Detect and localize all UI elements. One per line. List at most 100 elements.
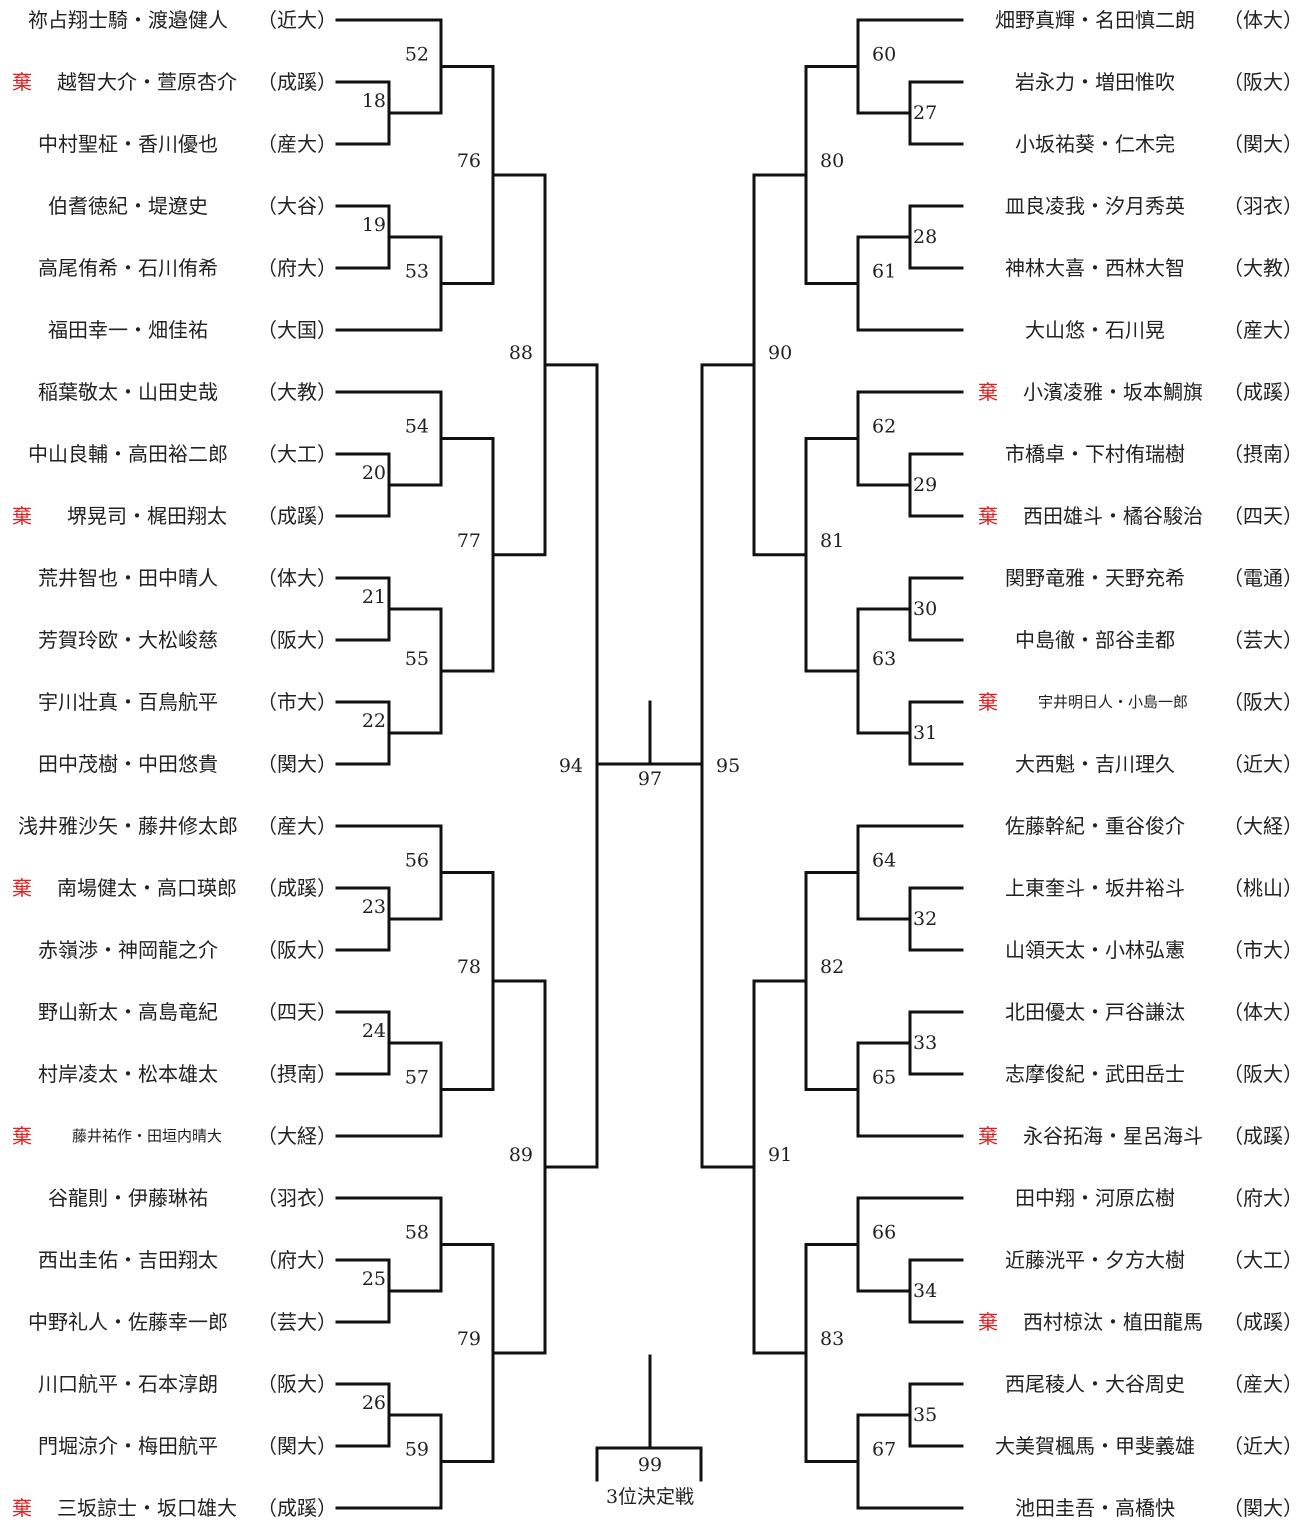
player-name: 西田雄斗・橘谷駿治 [1023,504,1203,528]
match-number: 34 [913,1280,937,1302]
match-number: 23 [362,896,386,918]
player-name: 芳賀玲欧・大松峻慈 [38,628,218,652]
player-school: （阪大） [1223,1062,1303,1086]
match-number: 89 [509,1144,533,1166]
bracket-line [804,1243,860,1463]
player-school: （体大） [257,566,337,590]
bracket-line [439,1243,495,1463]
player-school: （府大） [257,1248,337,1272]
player-name: 赤嶺渉・神岡龍之介 [38,938,218,962]
withdrawn-mark: 棄 [978,1124,998,1148]
player-school: （関大） [1223,132,1303,156]
match-number: 64 [872,850,896,872]
player-school: （電通） [1223,566,1303,590]
player-name: 神林大喜・西林大智 [1005,256,1185,280]
match-number: 91 [768,1144,792,1166]
match-number: 31 [913,722,937,744]
player-school: （成蹊） [257,70,337,94]
match-number: 78 [457,956,481,978]
player-name: 皿良凌我・汐月秀英 [1005,194,1185,218]
bracket-line [804,65,860,285]
player-school: （府大） [257,256,337,280]
match-number: 54 [405,416,429,438]
player-name: 宇川壮真・百鳥航平 [38,690,218,714]
player-school: （成蹊） [1223,380,1303,404]
match-number: 20 [362,462,386,484]
player-school: （摂南） [257,1062,337,1086]
player-school: （体大） [1223,1000,1303,1024]
player-name: 中山良輔・高田裕二郎 [28,442,228,466]
match-number: 80 [820,150,844,172]
withdrawn-mark: 棄 [12,504,32,528]
match-number: 94 [559,755,583,777]
player-name: 西尾稜人・大谷周史 [1005,1372,1185,1396]
player-name: 野山新太・高島竜紀 [38,1000,218,1024]
player-school: （大経） [1223,814,1303,838]
match-number: 60 [872,44,896,66]
player-name: 谷龍則・伊藤琳祐 [48,1186,208,1210]
withdrawn-mark: 棄 [12,1124,32,1148]
player-school: （関大） [257,1434,337,1458]
player-name: 関野竜雅・天野充希 [1005,566,1185,590]
player-name: 門堀涼介・梅田航平 [38,1434,218,1458]
player-name: 祢占翔士騎・渡邉健人 [28,8,228,32]
bracket-line [804,437,860,673]
bracket-line [752,979,808,1355]
match-number: 53 [405,261,429,283]
match-number: 65 [872,1067,896,1089]
player-name: 山領天太・小林弘憲 [1005,938,1185,962]
bracket-line [856,607,912,735]
match-number: 28 [913,226,937,248]
player-name: 市橋卓・下村侑瑞樹 [1005,442,1185,466]
player-name: 岩永力・増田惟吹 [1015,70,1175,94]
player-name: 川口航平・石本淳朗 [38,1372,218,1396]
player-name: 稲葉敬太・山田史哉 [38,380,218,404]
player-school: （大国） [257,318,337,342]
player-school: （阪大） [257,938,337,962]
withdrawn-mark: 棄 [12,1496,32,1520]
player-name: 藤井祐作・田垣内晴大 [72,1127,222,1145]
player-name: 志摩俊紀・武田岳士 [1005,1062,1185,1086]
player-school: （大工） [257,442,337,466]
player-school: （羽衣） [1223,194,1303,218]
player-school: （近大） [257,8,337,32]
match-number: 81 [820,530,844,552]
bracket-line [387,607,443,735]
player-name: 村岸凌太・松本雄太 [38,1062,218,1086]
player-name: 佐藤幹紀・重谷俊介 [1005,814,1185,838]
bracket-line [491,173,547,557]
player-name: 高尾侑希・石川侑希 [38,256,218,280]
player-school: （羽衣） [257,1186,337,1210]
player-name: 宇井明日人・小島一郎 [1038,693,1188,711]
player-school: （摂南） [1223,442,1303,466]
player-name: 中野礼人・佐藤幸一郎 [28,1310,228,1334]
match-number: 52 [405,44,429,66]
player-school: （近大） [1223,1434,1303,1458]
withdrawn-mark: 棄 [12,70,32,94]
match-number: 19 [362,214,386,236]
player-name: 大美賀楓馬・甲斐義雄 [995,1434,1195,1458]
player-school: （阪大） [257,628,337,652]
player-name: 福田幸一・畑佳祐 [48,318,208,342]
player-school: （大教） [1223,256,1303,280]
player-name: 北田優太・戸谷謙汰 [1005,1000,1185,1024]
match-number: 56 [405,850,429,872]
match-number: 66 [872,1222,896,1244]
match-number: 35 [913,1404,937,1426]
final-number: 97 [638,768,662,790]
player-name: 上東奎斗・坂井裕斗 [1005,876,1185,900]
match-number: 29 [913,474,937,496]
player-school: （大教） [257,380,337,404]
match-number: 83 [820,1328,844,1350]
player-school: （成蹊） [257,1496,337,1520]
player-school: （芸大） [1223,628,1303,652]
player-school: （市大） [1223,938,1303,962]
player-name: 中村聖柾・香川優也 [38,132,218,156]
player-school: （近大） [1223,752,1303,776]
match-number: 67 [872,1439,896,1461]
withdrawn-mark: 棄 [978,690,998,714]
player-school: （産大） [1223,1372,1303,1396]
player-school: （阪大） [1223,70,1303,94]
third-place-label: 3位決定戦 [606,1486,694,1508]
